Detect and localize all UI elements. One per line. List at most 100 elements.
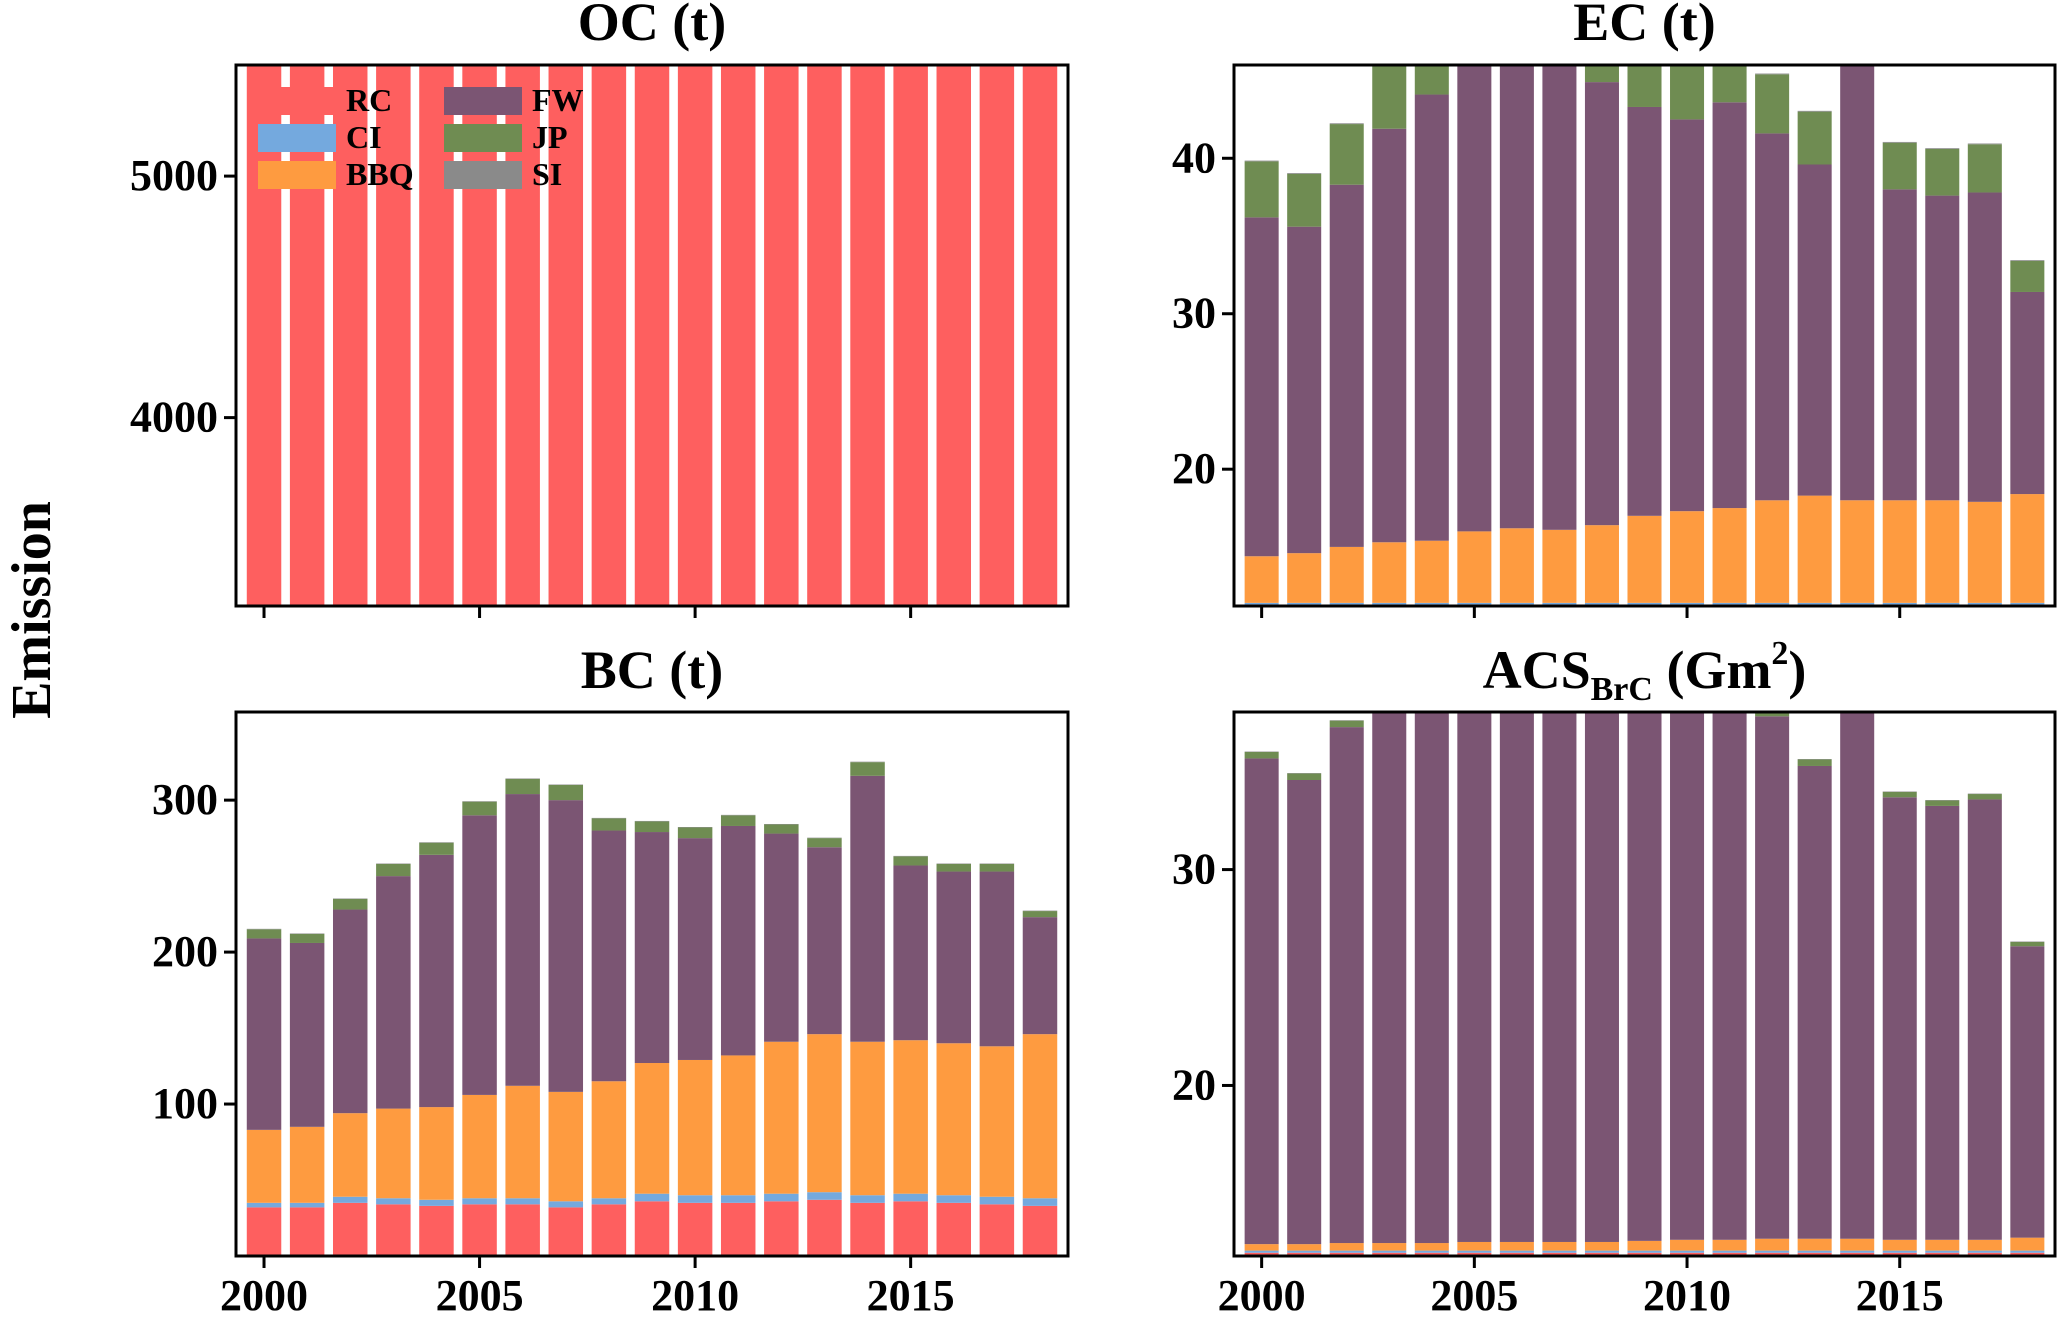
bc-bar-ci-2007 [548, 1201, 584, 1208]
oc-bar-rc-2009 [634, 65, 670, 606]
oc-bar-rc-2002 [332, 65, 368, 606]
acs-bar-fw-2018 [2010, 946, 2045, 1238]
bc-ytick-label-200: 200 [152, 927, 218, 976]
oc-bar-rc-2000 [246, 65, 282, 606]
bc-bar-ci-2018 [1022, 1198, 1058, 1206]
ec-bar-fw-2002 [1329, 184, 1364, 547]
ec-bar-jp-2016 [1925, 148, 1960, 196]
acs-bar-bbq-2017 [1967, 1239, 2002, 1251]
acs-bar-bbq-2001 [1287, 1244, 1322, 1251]
bc-xtick-label-2005: 2005 [436, 1271, 524, 1320]
acs-bar-ci-2008 [1584, 1250, 1619, 1253]
bc-bar-rc-2014 [850, 1202, 885, 1256]
ec-bars [1244, 0, 2045, 606]
acs-bar-bbq-2008 [1584, 1241, 1619, 1251]
bc-bar-ci-2015 [893, 1193, 928, 1202]
bc-bar-jp-2001 [289, 933, 325, 943]
oc-bar-rc-2006 [505, 65, 540, 606]
ec-bar-fw-2010 [1670, 119, 1705, 512]
ec-bar-fw-2018 [2010, 291, 2045, 495]
oc-bar-rc-2015 [893, 65, 928, 606]
oc-bars [246, 65, 1058, 606]
ec-bar-bbq-2006 [1499, 528, 1534, 603]
bc-bar-jp-2016 [936, 863, 972, 872]
ec-bar-bbq-2011 [1712, 508, 1747, 603]
bc-bar-ci-2013 [807, 1192, 842, 1200]
acs-bar-rc-2001 [1287, 1252, 1322, 1256]
ec-bar-si-2010 [1670, 56, 1704, 57]
ec-bar-ci-2011 [1712, 602, 1747, 605]
oc-ytick-label-5000: 5000 [130, 151, 218, 200]
ec-bar-ci-2015 [1882, 602, 1917, 605]
bc-bar-ci-2004 [419, 1199, 454, 1206]
ec-bar-jp-2006 [1500, 0, 1534, 14]
bc-bar-rc-2002 [332, 1202, 368, 1256]
legend-swatch-fw [444, 87, 522, 115]
ec-axes-frame [1232, 63, 2057, 608]
acs-bar-bbq-2011 [1712, 1239, 1747, 1251]
ec-bar-ci-2010 [1670, 602, 1705, 605]
legend-swatch-rc [258, 87, 336, 115]
ec-bar-jp-2018 [2010, 260, 2045, 292]
ec-bar-jp-2010 [1670, 65, 1705, 120]
ec-bar-jp-2007 [1542, 0, 1576, 14]
bc-bar-ci-2006 [505, 1198, 540, 1205]
acs-bar-rc-2006 [1499, 1252, 1534, 1256]
acs-bar-jp-2002 [1329, 720, 1364, 728]
ec-bar-bbq-2010 [1670, 511, 1705, 603]
bc-bar-bbq-2002 [332, 1113, 368, 1197]
bc-bar-bbq-2014 [850, 1041, 885, 1196]
acs-bar-jp-2015 [1882, 791, 1917, 798]
acs-bar-fw-2014 [1840, 712, 1875, 1239]
bc-ytick-label-300: 300 [152, 775, 218, 824]
acs-bar-fw-2009 [1627, 712, 1662, 1241]
acs-xtick-label-2015: 2015 [1856, 1271, 1944, 1320]
acs-bar-rc-2010 [1670, 1252, 1705, 1256]
acs-bar-bbq-2016 [1925, 1239, 1960, 1251]
bc-bar-rc-2013 [807, 1199, 842, 1256]
bc-bar-jp-2018 [1022, 911, 1058, 918]
acs-bar-rc-2007 [1542, 1252, 1577, 1256]
acs-bar-jp-2003 [1372, 647, 1406, 653]
ec-bar-fw-2003 [1372, 128, 1407, 543]
ec-bar-bbq-2007 [1542, 529, 1577, 603]
oc-bar-rc-2004 [419, 65, 454, 606]
acs-bar-bbq-2006 [1499, 1241, 1534, 1251]
bc-bar-rc-2006 [505, 1204, 540, 1256]
ec-bar-fw-2014 [1840, 65, 1875, 501]
panel-ec: 20 30 40 EC (t) [1172, 0, 2057, 618]
ec-bar-bbq-2005 [1457, 531, 1492, 603]
bc-bar-ci-2011 [720, 1195, 756, 1203]
ec-bar-fw-2004 [1414, 94, 1449, 541]
panel-bc: 100 200 300 2000 2005 2010 2015 BC (t) [152, 640, 1070, 1320]
bc-bar-bbq-2000 [246, 1129, 282, 1203]
acs-bar-ci-2018 [2010, 1250, 2045, 1253]
ec-bar-si-2003 [1372, 60, 1406, 61]
ec-bar-ci-2005 [1457, 602, 1492, 605]
acs-bar-jp-2016 [1925, 800, 1960, 806]
oc-bar-rc-2013 [807, 65, 842, 606]
legend-swatch-si [444, 161, 522, 189]
ec-bar-fw-2009 [1627, 106, 1662, 516]
bc-bar-fw-2004 [419, 854, 454, 1108]
ec-bar-si-2002 [1329, 123, 1364, 125]
ec-bar-jp-2015 [1882, 142, 1917, 190]
oc-bar-rc-2005 [462, 65, 497, 606]
legend-label-rc: RC [346, 82, 392, 118]
ec-bar-ci-2014 [1840, 602, 1875, 605]
ec-bar-fw-2012 [1755, 133, 1790, 501]
acs-bar-bbq-2014 [1840, 1238, 1875, 1251]
bc-bar-bbq-2010 [677, 1059, 713, 1196]
bc-bar-ci-2000 [246, 1202, 282, 1208]
oc-bar-rc-2008 [591, 65, 627, 606]
bc-bar-ci-2014 [850, 1195, 885, 1203]
ec-bar-ci-2004 [1414, 602, 1449, 605]
ec-bar-fw-2005 [1457, 65, 1492, 532]
bc-bar-bbq-2017 [979, 1046, 1015, 1197]
bc-bar-jp-2013 [807, 838, 842, 848]
bc-bar-rc-2004 [419, 1205, 454, 1256]
ec-bar-fw-2008 [1584, 82, 1619, 526]
ec-bar-jp-2005 [1457, 0, 1491, 37]
ec-bar-bbq-2013 [1797, 495, 1832, 603]
acs-bar-ci-2000 [1244, 1250, 1279, 1253]
